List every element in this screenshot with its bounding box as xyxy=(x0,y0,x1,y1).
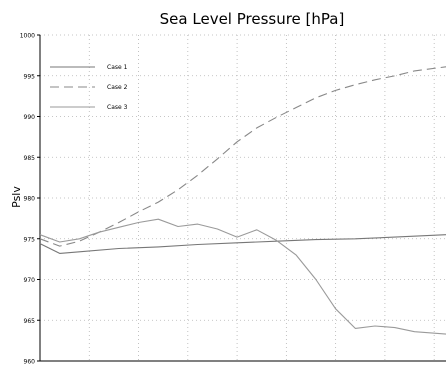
y-axis-label: Pslv xyxy=(10,186,23,208)
y-tick-label: 970 xyxy=(24,277,36,284)
series-line-2 xyxy=(39,66,446,247)
legend-label-3: Case 3 xyxy=(107,104,128,111)
chart-title: Sea Level Pressure [hPa] xyxy=(160,10,345,28)
y-tick-labels: 960 965 970 975 980 985 990 995 1000 xyxy=(20,33,35,366)
series-line-1 xyxy=(39,234,446,254)
grid-lines xyxy=(37,34,446,362)
y-tick-label: 1000 xyxy=(20,33,35,40)
axes xyxy=(39,35,446,362)
y-tick-label: 975 xyxy=(24,236,36,243)
y-tick-label: 985 xyxy=(24,155,36,162)
legend-label-2: Case 2 xyxy=(107,84,128,91)
series-line-3 xyxy=(39,218,446,335)
legend-label-1: Case 1 xyxy=(107,64,128,71)
y-tick-label: 990 xyxy=(24,114,36,121)
y-tick-label: 960 xyxy=(24,359,36,366)
y-tick-label: 980 xyxy=(24,196,36,203)
y-tick-label: 965 xyxy=(24,318,36,325)
y-tick-label: 995 xyxy=(24,73,36,80)
legend: Case 1 Case 2 Case 3 xyxy=(50,64,128,111)
series-lines xyxy=(39,66,446,335)
